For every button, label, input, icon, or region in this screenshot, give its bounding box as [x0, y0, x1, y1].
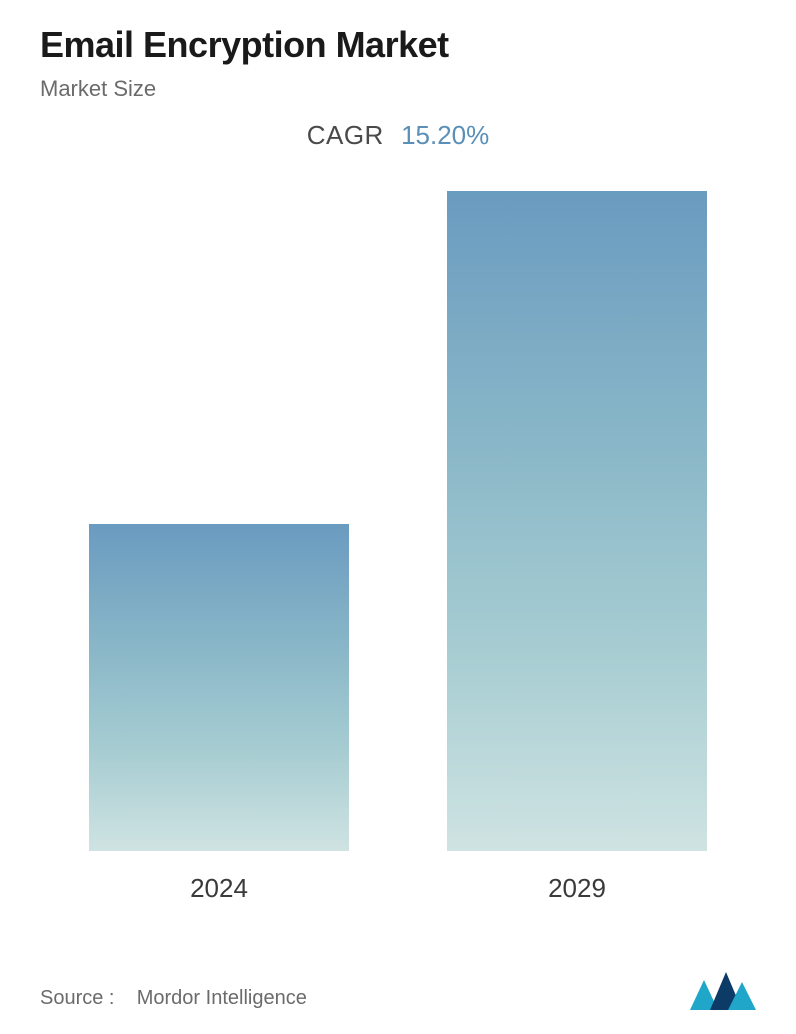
cagr-label: CAGR — [307, 120, 384, 150]
footer: Source : Mordor Intelligence — [40, 970, 756, 1010]
bar-2029 — [447, 191, 707, 851]
mordor-logo-icon — [690, 970, 756, 1010]
page-title: Email Encryption Market — [40, 24, 756, 66]
cagr-row: CAGR 15.20% — [40, 120, 756, 151]
cagr-value: 15.20% — [401, 120, 489, 150]
source-attribution: Source : Mordor Intelligence — [40, 987, 307, 1010]
bar-wrap-2024 — [40, 524, 398, 851]
source-name: Mordor Intelligence — [137, 987, 307, 1009]
page-subtitle: Market Size — [40, 76, 756, 102]
x-label-2024: 2024 — [40, 861, 398, 904]
bar-2024 — [89, 524, 349, 851]
infographic-page: Email Encryption Market Market Size CAGR… — [0, 0, 796, 1034]
bar-group — [40, 191, 756, 851]
bar-wrap-2029 — [398, 191, 756, 851]
x-label-2029: 2029 — [398, 861, 756, 904]
source-label: Source : — [40, 987, 114, 1009]
x-axis-labels: 2024 2029 — [40, 861, 756, 911]
bar-chart: 2024 2029 — [40, 191, 756, 911]
